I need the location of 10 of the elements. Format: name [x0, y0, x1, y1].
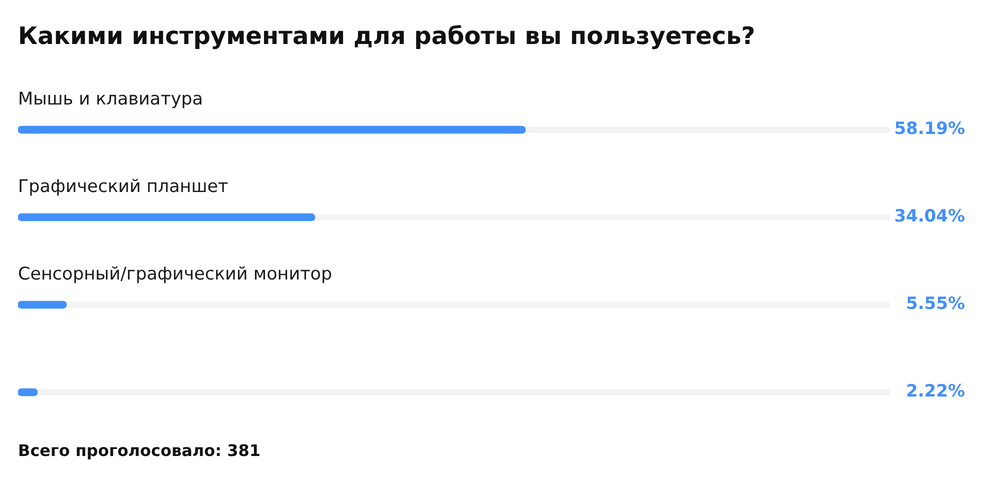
- data-label: 34.04%: [894, 206, 965, 227]
- y-tick-label: Графический планшет: [18, 176, 228, 197]
- text: Всего проголосовало: 381: [18, 441, 260, 460]
- y-tick-label: Мышь и клавиатура: [18, 89, 204, 110]
- data-label: 58.19%: [894, 119, 965, 140]
- bar: [18, 300, 67, 309]
- data-label: 2.22%: [906, 382, 965, 402]
- data-label: 5.55%: [906, 294, 965, 314]
- chart-title: Какими инструментами для работы вы пользуетесь?: [18, 22, 756, 50]
- y-tick-label: Сенсорный/графический монитор: [18, 264, 332, 284]
